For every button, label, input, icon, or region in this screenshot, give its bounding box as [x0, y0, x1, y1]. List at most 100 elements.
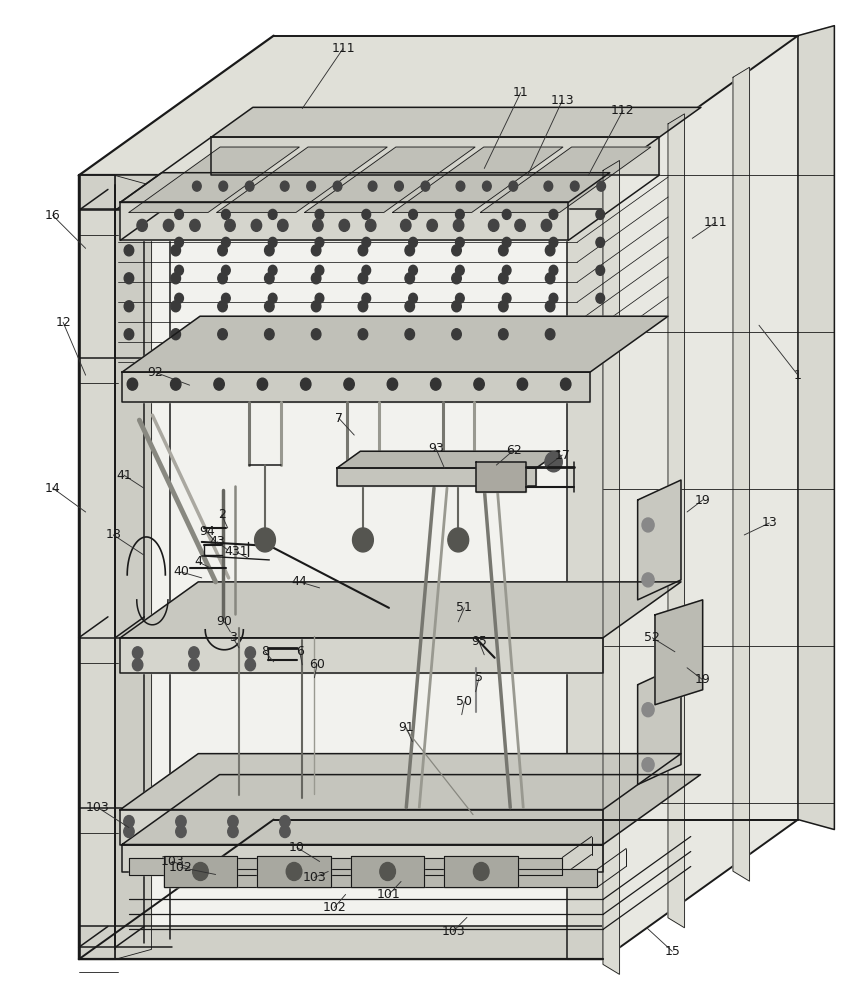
Circle shape — [265, 245, 274, 256]
Text: 4: 4 — [194, 555, 202, 568]
Circle shape — [409, 265, 418, 275]
Circle shape — [163, 219, 174, 231]
Circle shape — [409, 293, 418, 303]
Polygon shape — [217, 147, 387, 212]
Polygon shape — [79, 36, 798, 175]
Circle shape — [517, 378, 528, 390]
Circle shape — [265, 329, 274, 340]
Text: 13: 13 — [761, 516, 777, 529]
Circle shape — [312, 301, 321, 312]
Circle shape — [456, 237, 464, 247]
Circle shape — [124, 816, 135, 828]
Text: 50: 50 — [457, 695, 472, 708]
Text: 90: 90 — [216, 615, 233, 628]
Circle shape — [171, 273, 181, 284]
Circle shape — [221, 237, 230, 247]
Circle shape — [456, 209, 464, 219]
Circle shape — [451, 273, 461, 284]
Text: 43: 43 — [209, 535, 225, 548]
Text: 103: 103 — [441, 925, 465, 938]
Circle shape — [268, 237, 277, 247]
Circle shape — [315, 293, 324, 303]
Circle shape — [368, 181, 377, 191]
Polygon shape — [129, 147, 299, 212]
Circle shape — [362, 293, 371, 303]
Circle shape — [456, 265, 464, 275]
Text: 44: 44 — [292, 575, 307, 588]
Text: 62: 62 — [506, 444, 522, 457]
Circle shape — [265, 301, 274, 312]
Polygon shape — [305, 147, 475, 212]
Circle shape — [306, 181, 315, 191]
Text: 431: 431 — [225, 545, 248, 558]
Circle shape — [549, 265, 558, 275]
Circle shape — [380, 862, 396, 880]
Circle shape — [545, 329, 555, 340]
Circle shape — [137, 219, 148, 231]
Circle shape — [193, 181, 201, 191]
Circle shape — [251, 219, 261, 231]
Text: 16: 16 — [45, 209, 61, 222]
Polygon shape — [257, 856, 331, 887]
Polygon shape — [444, 856, 518, 887]
Circle shape — [456, 293, 464, 303]
Text: 51: 51 — [457, 601, 472, 614]
Circle shape — [431, 378, 441, 390]
Polygon shape — [122, 372, 590, 402]
Circle shape — [503, 265, 511, 275]
Circle shape — [642, 518, 654, 532]
Circle shape — [268, 209, 277, 219]
Circle shape — [409, 209, 418, 219]
Circle shape — [218, 273, 227, 284]
Polygon shape — [115, 175, 152, 959]
Text: 103: 103 — [303, 871, 326, 884]
Polygon shape — [655, 600, 703, 705]
Polygon shape — [212, 137, 660, 175]
Circle shape — [171, 329, 181, 340]
Polygon shape — [122, 775, 700, 845]
Circle shape — [218, 329, 227, 340]
Circle shape — [246, 181, 254, 191]
Text: 12: 12 — [56, 316, 71, 329]
Circle shape — [133, 659, 143, 671]
Circle shape — [549, 237, 558, 247]
Circle shape — [545, 452, 562, 472]
Polygon shape — [121, 173, 609, 202]
Polygon shape — [79, 175, 115, 959]
Text: 93: 93 — [428, 442, 444, 455]
Text: 94: 94 — [199, 525, 214, 538]
Circle shape — [190, 219, 201, 231]
Circle shape — [451, 329, 461, 340]
Polygon shape — [481, 147, 651, 212]
Circle shape — [124, 329, 134, 340]
Circle shape — [596, 265, 605, 275]
Circle shape — [218, 245, 227, 256]
Circle shape — [268, 265, 277, 275]
Circle shape — [124, 273, 134, 284]
Polygon shape — [567, 175, 603, 959]
Text: 7: 7 — [335, 412, 343, 425]
Text: 102: 102 — [169, 861, 193, 874]
Circle shape — [642, 703, 654, 717]
Circle shape — [362, 237, 371, 247]
Text: 92: 92 — [147, 366, 163, 379]
Text: 60: 60 — [309, 658, 325, 671]
Circle shape — [421, 181, 430, 191]
Circle shape — [596, 293, 605, 303]
Polygon shape — [638, 665, 681, 785]
Circle shape — [642, 573, 654, 587]
Circle shape — [279, 816, 290, 828]
Text: 41: 41 — [116, 469, 132, 482]
Circle shape — [227, 816, 238, 828]
Circle shape — [174, 237, 183, 247]
Circle shape — [642, 758, 654, 772]
Circle shape — [312, 219, 323, 231]
Circle shape — [352, 528, 373, 552]
Circle shape — [333, 181, 342, 191]
Circle shape — [474, 378, 484, 390]
Circle shape — [124, 301, 134, 312]
Circle shape — [175, 816, 186, 828]
Circle shape — [221, 209, 230, 219]
Circle shape — [312, 273, 321, 284]
Polygon shape — [638, 480, 681, 600]
